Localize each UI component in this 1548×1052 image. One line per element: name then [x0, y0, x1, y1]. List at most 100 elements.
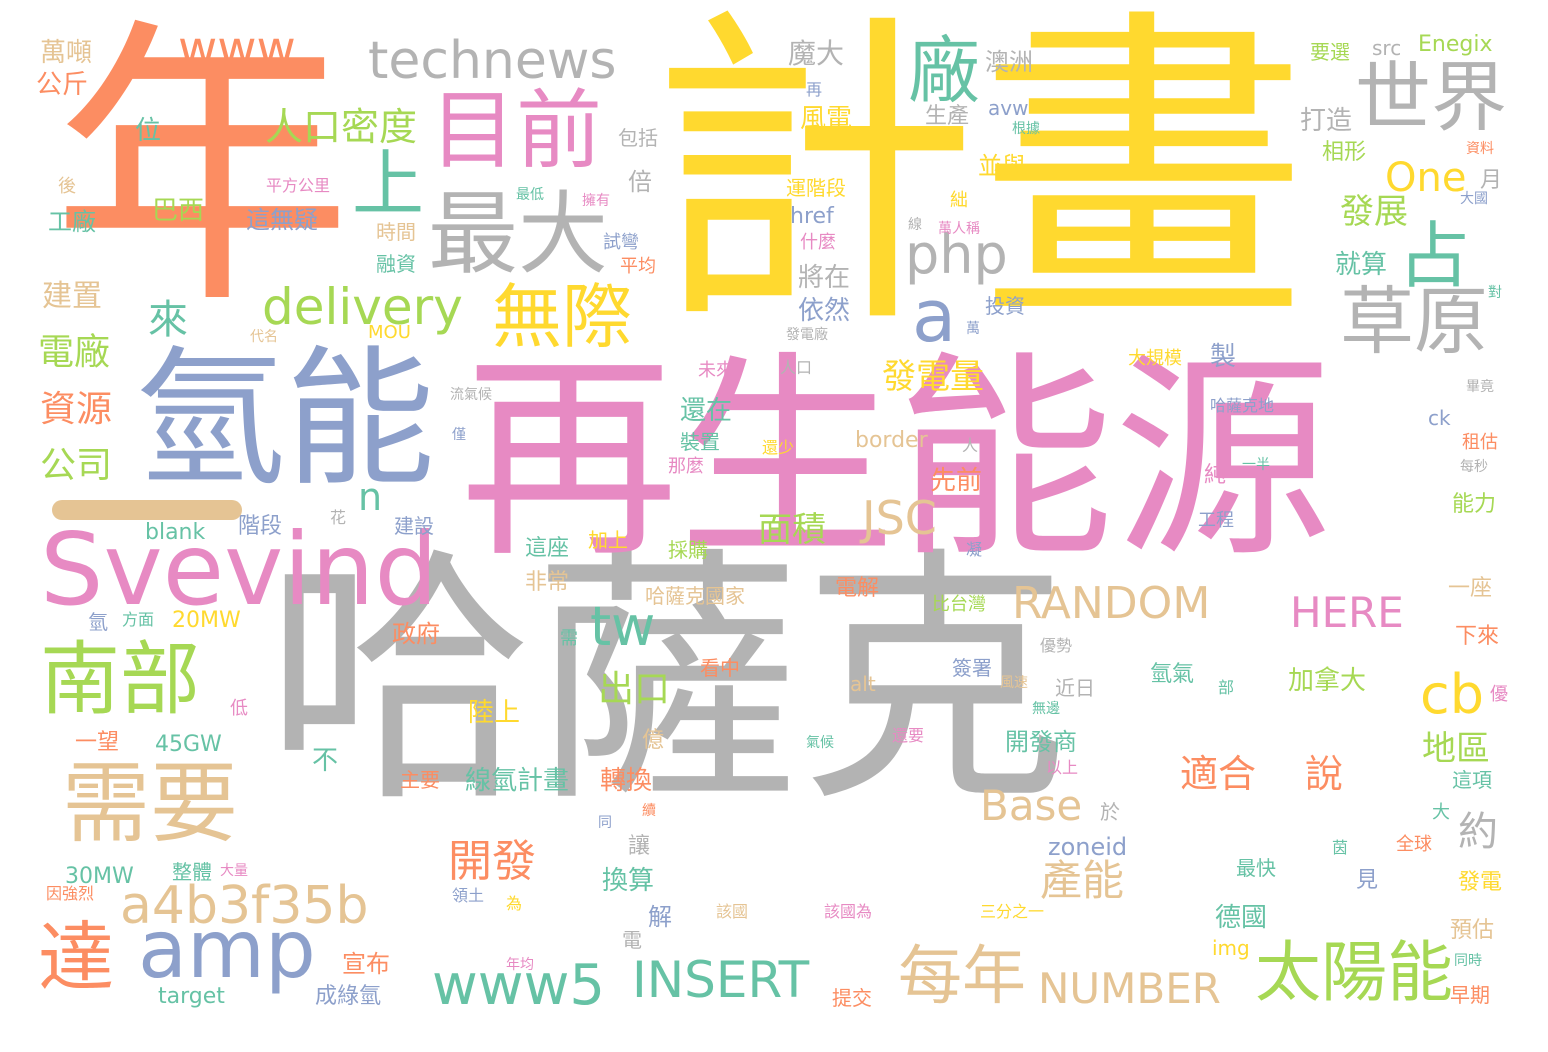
word-nian: 年 — [52, 0, 352, 344]
word-zhuyao: 主要 — [400, 768, 440, 792]
word-haishao: 還少 — [762, 438, 795, 457]
word-pingfang-gongli: 平方公里 — [266, 176, 331, 195]
word-fazhan: 發展 — [1340, 192, 1408, 232]
word-qing: 氫 — [88, 610, 108, 634]
word-yunjieduan: 運階段 — [786, 176, 846, 200]
word-technews: technews — [368, 31, 617, 91]
word-zuida: 最大 — [428, 182, 608, 287]
word-nanbu: 南部 — [40, 633, 200, 726]
word-bu-part: 部 — [1218, 678, 1235, 697]
word-di: 低 — [230, 698, 248, 719]
word-alt: alt — [850, 672, 876, 696]
word-bijing: 畢竟 — [1466, 379, 1494, 395]
word-xian: 線 — [908, 217, 922, 233]
word-yin: 茵 — [1332, 838, 1349, 857]
word-yaoxuan: 要選 — [1310, 40, 1350, 64]
word-enegix: Enegix — [1418, 32, 1493, 57]
word-fadianliang: 發電量 — [882, 357, 984, 397]
word-genju: 根據 — [1012, 121, 1040, 137]
word-tijiao: 提交 — [832, 986, 872, 1010]
underline-stroke — [52, 500, 242, 520]
word-zhuangzhi: 裝置 — [680, 430, 720, 454]
word-tw: tw — [590, 595, 656, 658]
word-name-that: 那麼 — [668, 456, 704, 477]
word-delivery: delivery — [262, 278, 463, 336]
word-a: a — [912, 274, 957, 358]
word-yishang: 以上 — [1046, 758, 1079, 777]
word-wei: 位 — [135, 116, 162, 146]
word-qihou: 氣候 — [806, 735, 834, 751]
word-bingyu: 並與 — [978, 152, 1026, 180]
word-yiwang: 一望 — [75, 730, 120, 755]
word-base: Base — [980, 781, 1083, 830]
word-dianjie: 電解 — [835, 576, 880, 601]
word-lvqing-jihua: 線氫計畫 — [465, 766, 570, 796]
word-jian: 見 — [1356, 868, 1379, 893]
word-shijian: 時間 — [376, 220, 416, 244]
word-cb: cb — [1420, 663, 1484, 726]
word-fengsu: 風速 — [1000, 675, 1028, 691]
word-zhewuyi: 這無疑 — [246, 206, 318, 234]
word-wan: 萬 — [966, 321, 980, 337]
word-shang: 上 — [352, 142, 425, 226]
word-kaifa: 開發 — [448, 836, 536, 887]
word-shihe: 適合 — [1180, 752, 1257, 796]
word-channeng: 產能 — [1040, 856, 1125, 905]
word-rang: 讓 — [628, 834, 651, 859]
word-zhexiang: 這項 — [1452, 768, 1492, 792]
word-rongzi: 融資 — [376, 252, 416, 276]
word-kaifashang: 開發商 — [1005, 728, 1077, 756]
word-amp: amp — [138, 903, 316, 996]
word-gongjin: 公斤 — [36, 70, 89, 100]
word-tongshi: 同時 — [1454, 953, 1482, 969]
word-sanfenzhiyi: 三分之一 — [980, 902, 1045, 921]
word-hou: 後 — [58, 176, 76, 197]
word-haiyao: 還要 — [892, 726, 925, 745]
word-baxi: 巴西 — [152, 196, 205, 226]
word-lingtu: 領土 — [452, 886, 485, 905]
word-www: www — [178, 21, 296, 77]
word-mianji: 面積 — [758, 510, 826, 550]
word-wuji: 無際 — [492, 276, 632, 358]
word-caigou: 採購 — [668, 538, 708, 562]
word-gongchang: 工廠 — [48, 208, 96, 236]
word-jihua: 計畫 — [648, 0, 1308, 367]
word-www5: www5 — [432, 953, 606, 1018]
word-insert: INSERT — [632, 951, 810, 1009]
word-php: php — [905, 223, 1008, 286]
word-ziliao: 資料 — [1466, 141, 1494, 157]
word-zaoqi: 早期 — [1450, 983, 1490, 1007]
word-daiming: 代名 — [250, 329, 278, 345]
word-chukou: 出口 — [598, 669, 671, 710]
word-yinqianglie: 因強烈 — [46, 884, 95, 903]
word-border: border — [855, 428, 928, 453]
word-xianqian: 先前 — [930, 466, 983, 496]
word-meinian: 每年 — [898, 940, 1026, 1014]
word-chun: 純 — [1204, 463, 1227, 488]
word-fangmian: 方面 — [122, 610, 155, 629]
word-target: target — [158, 984, 225, 1009]
word-dian: 電 — [622, 928, 642, 952]
word-pangda: 魔大 — [788, 37, 845, 70]
word-yue-month: 月 — [1480, 168, 1503, 193]
word-zuidi: 最低 — [516, 187, 544, 203]
word-jiusuan: 就算 — [1335, 250, 1388, 280]
word-hasake-di: 哈薩克地 — [1210, 396, 1275, 415]
word-weilai: 未來 — [698, 360, 734, 381]
word-shijie: 世界 — [1355, 53, 1507, 142]
word-ziyuan: 資源 — [40, 389, 113, 430]
word-here: HERE — [1290, 588, 1404, 637]
word-huansuan: 換算 — [602, 866, 655, 896]
word-zhi: 製 — [1210, 342, 1237, 372]
word-src: src — [1372, 36, 1402, 60]
word-da: 達 — [38, 913, 114, 1002]
word-gongcheng: 工程 — [1198, 510, 1234, 531]
word-xialai: 下來 — [1455, 624, 1500, 649]
word-yue: 約 — [1458, 809, 1498, 855]
word-yizuo: 一座 — [1448, 576, 1493, 601]
word-qingneng: 氫能 — [135, 333, 436, 507]
word-hasake: 哈薩克 — [265, 526, 1069, 838]
word-yu: 於 — [1100, 800, 1120, 824]
word-touzi: 投資 — [985, 294, 1025, 318]
word-aozhou: 澳洲 — [985, 48, 1033, 76]
